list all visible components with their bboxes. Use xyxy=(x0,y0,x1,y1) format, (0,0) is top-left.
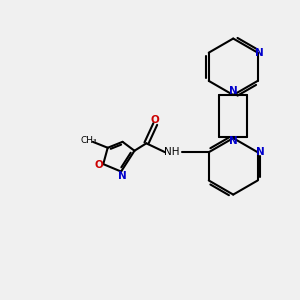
Text: N: N xyxy=(255,48,263,58)
Text: O: O xyxy=(151,115,160,124)
Text: O: O xyxy=(94,160,103,170)
Text: N: N xyxy=(118,171,127,181)
Text: NH: NH xyxy=(164,147,179,157)
Text: CH₃: CH₃ xyxy=(80,136,97,145)
Text: N: N xyxy=(229,85,238,96)
Text: N: N xyxy=(256,147,264,157)
Text: N: N xyxy=(229,136,238,146)
